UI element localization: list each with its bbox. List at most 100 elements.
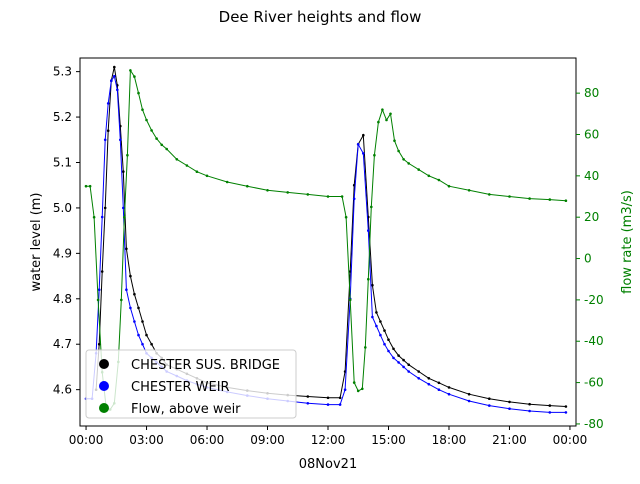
x-tick-label: 06:00 — [190, 433, 225, 447]
data-point — [392, 356, 395, 360]
legend-label-flow: Flow, above weir — [131, 402, 241, 417]
data-point — [266, 189, 269, 192]
data-point — [379, 320, 382, 323]
data-point — [407, 363, 411, 367]
data-point — [564, 405, 568, 408]
data-point — [389, 112, 392, 116]
data-point — [548, 404, 552, 407]
data-point — [97, 288, 101, 292]
data-point — [348, 298, 352, 302]
x-axis-label: 08Nov21 — [299, 457, 357, 472]
data-point — [141, 342, 144, 346]
data-point — [113, 74, 116, 78]
data-point — [488, 404, 491, 407]
y-axis-right: -80 -60 -40 -20 0 20 40 60 80 — [576, 86, 604, 431]
legend-label-chester-weir: CHESTER WEIR — [131, 380, 230, 395]
y-axis-left-label: water level (m) — [29, 192, 44, 291]
data-point — [100, 215, 104, 219]
legend-marker-chester-weir — [99, 381, 109, 391]
data-point — [417, 370, 421, 373]
y-left-tick-label: 5.0 — [53, 201, 72, 215]
x-tick-label: 09:00 — [250, 433, 285, 447]
data-point — [397, 354, 400, 357]
data-point — [488, 193, 491, 196]
x-axis: 00:00 03:00 06:00 09:00 12:00 15:00 18:00 21:00… — [69, 426, 587, 447]
data-point — [447, 184, 451, 188]
data-point — [106, 102, 110, 105]
data-point — [379, 333, 382, 337]
y-left-tick-label: 4.9 — [53, 246, 72, 260]
data-point — [437, 388, 441, 392]
data-point — [356, 389, 360, 393]
data-point — [393, 139, 396, 142]
data-point — [103, 138, 107, 142]
legend-marker-chester-sus-bridge — [99, 359, 109, 369]
data-point — [326, 195, 330, 198]
data-point — [141, 108, 144, 111]
data-point — [467, 392, 471, 396]
data-point — [133, 320, 136, 323]
data-point — [84, 184, 88, 188]
data-point — [383, 342, 386, 346]
data-point — [361, 387, 364, 391]
data-point — [367, 277, 370, 281]
data-point — [92, 215, 96, 219]
data-point — [564, 199, 568, 202]
data-point — [125, 288, 128, 292]
data-point — [344, 215, 348, 219]
data-point — [437, 381, 441, 385]
data-point — [387, 338, 390, 342]
data-point — [392, 347, 395, 351]
data-point — [306, 402, 310, 405]
data-point — [122, 170, 125, 173]
data-point — [110, 79, 113, 82]
data-point — [100, 270, 104, 273]
data-point — [195, 170, 199, 173]
data-point — [326, 403, 330, 406]
x-tick-label: 21:00 — [492, 433, 527, 447]
chart-title: Dee River heights and flow — [219, 8, 422, 26]
data-point — [88, 184, 92, 188]
y-right-tick-label: -40 — [584, 334, 604, 348]
data-point — [370, 205, 373, 209]
data-point — [103, 206, 107, 210]
data-point — [375, 324, 378, 328]
data-point — [133, 75, 136, 78]
legend: CHESTER SUS. BRIDGE CHESTER WEIR Flow, a… — [85, 349, 297, 419]
y-right-tick-label: 80 — [584, 86, 599, 100]
data-point — [106, 129, 110, 132]
y-left-tick-label: 4.8 — [53, 292, 72, 306]
data-point — [120, 298, 123, 302]
data-point — [364, 346, 367, 349]
data-point — [383, 329, 386, 332]
data-point — [427, 382, 431, 386]
data-point — [126, 153, 129, 157]
y-left-tick-label: 5.1 — [53, 155, 72, 169]
data-point — [113, 65, 116, 69]
data-point — [150, 342, 153, 346]
data-point — [402, 158, 405, 161]
x-tick-label: 18:00 — [432, 433, 467, 447]
y-axis-left: 4.6 4.7 4.8 4.9 5.0 5.1 5.2 5.3 — [53, 65, 80, 397]
data-point — [129, 274, 132, 278]
data-point — [387, 349, 390, 353]
data-point — [508, 195, 511, 198]
series-flow-above-weir — [84, 68, 568, 411]
data-point — [116, 88, 119, 92]
data-point — [125, 247, 128, 251]
data-point — [145, 118, 148, 122]
data-point — [362, 152, 365, 155]
data-point — [371, 315, 374, 319]
data-point — [150, 129, 153, 132]
data-point — [548, 198, 552, 201]
data-point — [417, 168, 421, 171]
data-point — [528, 409, 531, 413]
data-point — [437, 178, 441, 182]
x-tick-label: 12:00 — [311, 433, 346, 447]
data-point — [467, 189, 471, 192]
data-point — [141, 320, 144, 323]
data-point — [528, 402, 531, 406]
data-point — [427, 174, 431, 178]
